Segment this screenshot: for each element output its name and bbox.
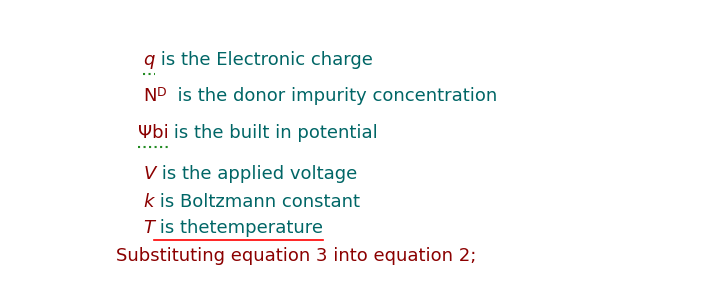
Text: V: V: [144, 165, 156, 183]
Text: D: D: [157, 86, 166, 99]
Text: is the built in potential: is the built in potential: [168, 124, 378, 142]
Text: N: N: [144, 87, 157, 105]
Text: k: k: [144, 193, 153, 211]
Text: is the Electronic charge: is the Electronic charge: [155, 51, 373, 69]
Text: Substituting equation 3 into equation 2;: Substituting equation 3 into equation 2;: [116, 247, 476, 266]
Text: Ψbi: Ψbi: [138, 124, 168, 142]
Text: is the donor impurity concentration: is the donor impurity concentration: [166, 87, 498, 105]
Text: is Boltzmann constant: is Boltzmann constant: [153, 193, 360, 211]
Text: q: q: [144, 51, 155, 69]
Text: T: T: [144, 219, 154, 237]
Text: is the applied voltage: is the applied voltage: [156, 165, 357, 183]
Text: is thetemperature: is thetemperature: [154, 219, 323, 237]
